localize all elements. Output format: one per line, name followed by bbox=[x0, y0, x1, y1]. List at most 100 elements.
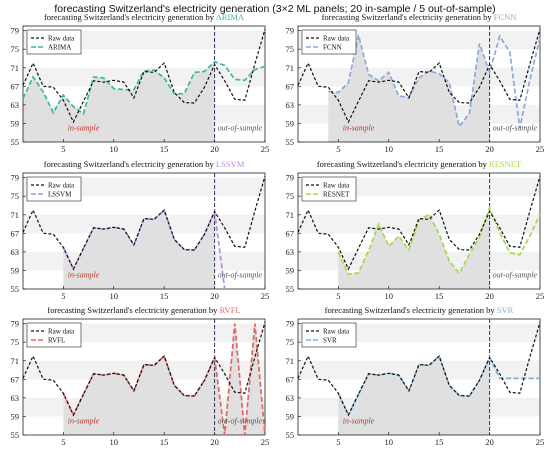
y-tick-label: 59 bbox=[286, 118, 295, 128]
x-tick-label: 25 bbox=[261, 437, 270, 447]
x-tick-label: 20 bbox=[210, 144, 219, 154]
x-tick-label: 5 bbox=[336, 437, 340, 447]
x-tick-label: 5 bbox=[61, 144, 65, 154]
legend-label-raw: Raw data bbox=[48, 182, 75, 190]
legend-label-model: FCNN bbox=[323, 44, 342, 52]
background-band bbox=[23, 30, 265, 50]
y-tick-label: 79 bbox=[11, 173, 20, 183]
x-tick-label: 10 bbox=[385, 291, 394, 301]
y-tick-label: 67 bbox=[286, 81, 295, 91]
legend-label-model: LSSVM bbox=[48, 191, 72, 199]
y-tick-label: 79 bbox=[11, 26, 20, 36]
annotation-out-of-sample: out-of-sample bbox=[218, 416, 263, 425]
background-band bbox=[23, 177, 265, 197]
y-tick-label: 71 bbox=[11, 63, 20, 73]
series-line-arima bbox=[22, 60, 266, 116]
y-tick-label: 75 bbox=[11, 191, 20, 201]
legend-label-model: SVR bbox=[323, 337, 337, 345]
shaded-area bbox=[63, 323, 265, 435]
x-tick-label: 5 bbox=[336, 144, 340, 154]
y-tick-label: 59 bbox=[11, 265, 20, 275]
shaded-area bbox=[23, 61, 215, 143]
y-tick-label: 79 bbox=[286, 173, 295, 183]
panel-title-prefix: forecasting Switzerland's electricity ge… bbox=[325, 305, 497, 315]
y-tick-label: 67 bbox=[286, 374, 295, 384]
x-tick-label: 15 bbox=[435, 291, 444, 301]
y-tick-label: 55 bbox=[286, 430, 295, 440]
y-tick-label: 59 bbox=[11, 411, 20, 421]
y-tick-label: 59 bbox=[11, 118, 20, 128]
x-tick-label: 15 bbox=[160, 291, 169, 301]
y-tick-label: 79 bbox=[11, 319, 20, 329]
y-tick-label: 75 bbox=[286, 44, 295, 54]
series-line-fcnn bbox=[328, 34, 541, 129]
annotation-in-sample: in-sample bbox=[68, 416, 100, 425]
y-tick-label: 67 bbox=[11, 228, 20, 238]
background-band bbox=[298, 177, 540, 197]
legend-label-model: ARIMA bbox=[48, 44, 71, 52]
x-tick-label: 5 bbox=[61, 291, 65, 301]
x-tick-label: 15 bbox=[435, 437, 444, 447]
y-tick-label: 63 bbox=[11, 100, 20, 110]
panel-title-model: RVFL bbox=[220, 305, 241, 315]
series-line-raw-data bbox=[297, 176, 541, 271]
legend-box bbox=[301, 322, 357, 348]
y-tick-label: 55 bbox=[286, 284, 295, 294]
y-tick-label: 67 bbox=[286, 228, 295, 238]
y-tick-label: 71 bbox=[286, 210, 295, 220]
x-tick-label: 15 bbox=[160, 437, 169, 447]
series-line-raw-data bbox=[22, 176, 266, 271]
y-tick-label: 75 bbox=[11, 337, 20, 347]
series-line-resnet bbox=[337, 205, 541, 276]
y-tick-label: 67 bbox=[11, 81, 20, 91]
y-tick-label: 55 bbox=[11, 137, 20, 147]
x-tick-label: 15 bbox=[160, 144, 169, 154]
y-tick-label: 71 bbox=[286, 356, 295, 366]
legend-box bbox=[26, 29, 82, 55]
y-tick-label: 79 bbox=[286, 319, 295, 329]
panel-title: forecasting Switzerland's electricity ge… bbox=[44, 12, 245, 22]
y-tick-label: 55 bbox=[286, 137, 295, 147]
legend-label-raw: Raw data bbox=[323, 328, 350, 336]
legend-label-model: RESNET bbox=[323, 191, 350, 199]
annotation-in-sample: in-sample bbox=[343, 123, 375, 132]
x-tick-label: 20 bbox=[210, 291, 219, 301]
panel-title-model: RESNET bbox=[489, 159, 522, 169]
y-tick-label: 63 bbox=[286, 100, 295, 110]
shaded-area bbox=[328, 35, 490, 142]
annotation-out-of-sample: out-of-sample bbox=[493, 123, 538, 132]
legend-label-raw: Raw data bbox=[48, 328, 75, 336]
series-line-raw-data bbox=[22, 322, 266, 417]
y-tick-label: 71 bbox=[286, 63, 295, 73]
panel-title-model: SVR bbox=[497, 305, 514, 315]
legend-box bbox=[301, 29, 357, 55]
x-tick-label: 25 bbox=[536, 144, 545, 154]
annotation-out-of-sample: out-of-sample bbox=[218, 123, 263, 132]
y-tick-label: 55 bbox=[11, 430, 20, 440]
shaded-area bbox=[63, 210, 215, 289]
y-tick-label: 75 bbox=[286, 191, 295, 201]
x-tick-label: 15 bbox=[435, 144, 444, 154]
y-tick-label: 59 bbox=[286, 411, 295, 421]
panel-title-prefix: forecasting Switzerland's electricity ge… bbox=[317, 159, 489, 169]
y-tick-label: 55 bbox=[11, 284, 20, 294]
x-tick-label: 10 bbox=[110, 144, 119, 154]
series-line-raw-data bbox=[22, 29, 266, 124]
x-tick-label: 10 bbox=[385, 437, 394, 447]
legend-label-raw: Raw data bbox=[323, 182, 350, 190]
background-band bbox=[23, 323, 265, 343]
x-tick-label: 25 bbox=[536, 291, 545, 301]
legend-box bbox=[26, 176, 82, 202]
panel-title-model: FCNN bbox=[494, 12, 517, 22]
annotation-in-sample: in-sample bbox=[343, 416, 375, 425]
annotation-out-of-sample: out-of-sample bbox=[493, 270, 538, 279]
legend-box bbox=[26, 322, 82, 348]
panel-title-model: ARIMA bbox=[216, 12, 245, 22]
y-tick-label: 59 bbox=[286, 265, 295, 275]
panel-title: forecasting Switzerland's electricity ge… bbox=[322, 12, 517, 22]
x-tick-label: 20 bbox=[210, 437, 219, 447]
